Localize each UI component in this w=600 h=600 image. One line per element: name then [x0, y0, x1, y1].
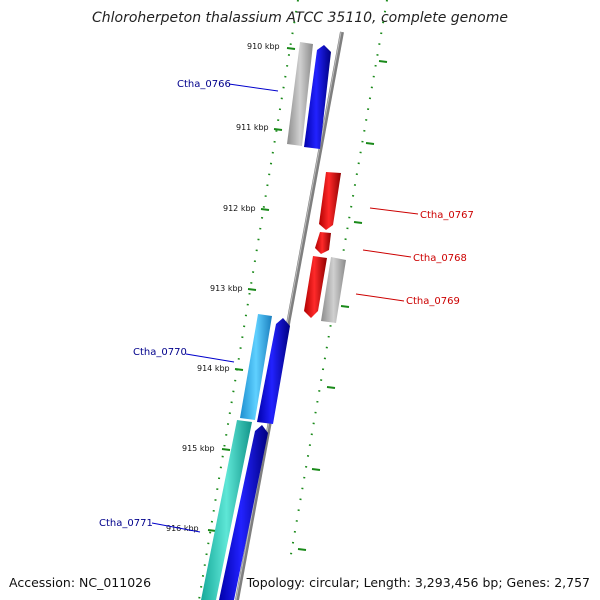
tick-label-914: 914 kbp: [197, 364, 230, 373]
grey-feature-0766: [287, 42, 313, 146]
grey-feature-0769: [321, 257, 346, 323]
red-gene-arrow-0767: [319, 172, 341, 230]
gene-label-ctha-0768[interactable]: Ctha_0768: [413, 253, 467, 264]
tick-label-912: 912 kbp: [223, 204, 256, 213]
inner-scale-ring: [289, 0, 388, 561]
gene-ctha-0769-feature[interactable]: [304, 256, 346, 323]
genome-summary-text: Topology: circular; Length: 3,293,456 bp…: [246, 575, 590, 590]
blue-gene-arrow-0766: [304, 45, 331, 149]
red-gene-arrow-0768: [315, 232, 331, 254]
teal-feature-0771: [201, 420, 252, 600]
scale-tick-marks: [207, 47, 388, 551]
genome-backbone: [235, 31, 344, 600]
blue-gene-arrow-0771: [219, 425, 268, 600]
outer-scale-ring: [198, 0, 299, 600]
map-title: Chloroherpeton thalassium ATCC 35110, co…: [92, 10, 508, 26]
gene-ctha-0768-feature[interactable]: [315, 232, 331, 254]
tick-label-913: 913 kbp: [210, 284, 243, 293]
cyan-feature-0770: [240, 314, 272, 420]
gene-ctha-0770-feature[interactable]: [240, 314, 290, 424]
gene-labels: Ctha_0766 Ctha_0767 Ctha_0768 Ctha_0769 …: [99, 79, 474, 529]
red-gene-arrow-0769: [304, 256, 327, 318]
gene-ctha-0771-feature[interactable]: [201, 420, 268, 600]
label-leader-lines: [151, 83, 419, 533]
gene-label-ctha-0767[interactable]: Ctha_0767: [420, 210, 474, 221]
accession-text: Accession: NC_011026: [9, 575, 152, 590]
blue-gene-arrow-0770: [257, 318, 290, 424]
gene-ctha-0766-feature[interactable]: [287, 42, 331, 149]
tick-label-910: 910 kbp: [247, 42, 280, 51]
tick-label-911: 911 kbp: [236, 123, 269, 132]
tick-label-915: 915 kbp: [182, 444, 215, 453]
gene-label-ctha-0771[interactable]: Ctha_0771: [99, 518, 153, 529]
gene-label-ctha-0770[interactable]: Ctha_0770: [133, 347, 187, 358]
gene-ctha-0767-feature[interactable]: [319, 172, 341, 230]
gene-label-ctha-0769[interactable]: Ctha_0769: [406, 296, 460, 307]
gene-label-ctha-0766[interactable]: Ctha_0766: [177, 79, 231, 90]
